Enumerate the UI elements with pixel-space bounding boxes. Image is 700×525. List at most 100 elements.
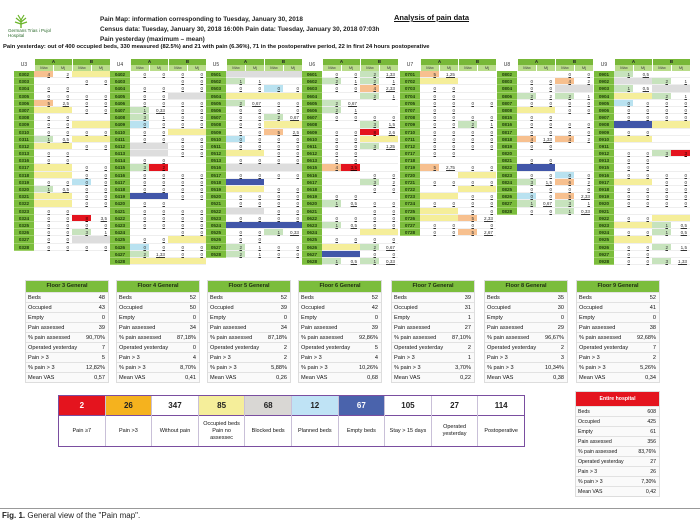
room-row[interactable]: 0817 0 0 0 0 <box>497 128 593 136</box>
bed-a-mean[interactable]: 0 <box>149 136 168 143</box>
analysis-link[interactable]: Analysis of pain data <box>394 13 470 22</box>
bed-b-mean[interactable]: 1,5 <box>671 244 690 251</box>
bed-a-mean[interactable]: 0 <box>53 157 72 165</box>
bed-a-max[interactable]: 2 <box>322 99 341 107</box>
bed-b-mean[interactable]: 0 <box>187 85 206 93</box>
bed-b-max[interactable]: 0 <box>168 215 187 222</box>
room-number[interactable]: 0617 <box>302 178 322 186</box>
bed-b-mean[interactable] <box>477 85 496 93</box>
bed-a-mean[interactable] <box>341 121 360 129</box>
bed-a-mean[interactable]: 0 <box>245 200 264 208</box>
room-row[interactable]: 0718 <box>400 157 496 165</box>
bed-b-max[interactable]: 0 <box>264 193 283 201</box>
bed-a-max[interactable] <box>614 221 633 230</box>
bed-b-max[interactable]: 0 <box>168 222 187 230</box>
bed-b-mean[interactable] <box>671 85 690 93</box>
bed-a-mean[interactable] <box>341 229 360 237</box>
bed-a-max[interactable]: 0 <box>614 172 633 179</box>
bed-a-mean[interactable] <box>536 106 555 115</box>
room-row[interactable]: 0727 0 0 0 0 <box>400 221 496 230</box>
bed-b-mean[interactable] <box>574 157 593 165</box>
bed-b-max[interactable]: 5 <box>555 193 574 201</box>
room-row[interactable]: 0916 0 0 0 0 <box>594 171 690 179</box>
room-row[interactable]: 0320 1 0,5 0 0 <box>14 186 110 194</box>
bed-a-mean[interactable]: 2 <box>53 71 72 79</box>
room-row[interactable]: 0308 0 0 <box>14 114 110 122</box>
bed-b-max[interactable] <box>555 114 574 122</box>
room-row[interactable]: 0306 5 2,5 0 0 <box>14 99 110 107</box>
bed-b-mean[interactable] <box>477 107 496 115</box>
bed-a-mean[interactable]: 0 <box>341 193 360 201</box>
room-row[interactable]: 0711 0 0 0 0 <box>400 135 496 143</box>
bed-a-mean[interactable] <box>439 207 458 215</box>
bed-b-mean[interactable] <box>379 164 398 172</box>
bed-a-mean[interactable]: 0 <box>439 100 458 107</box>
bed-b-mean[interactable]: 1,33 <box>379 71 398 79</box>
room-number[interactable]: 0524 <box>206 221 226 230</box>
bed-a-mean[interactable]: 0 <box>439 136 458 143</box>
bed-a-max[interactable] <box>322 186 341 194</box>
bed-b-mean[interactable]: 0 <box>379 200 398 208</box>
bed-b-mean[interactable]: 0,67 <box>379 244 398 251</box>
bed-a-max[interactable]: 0 <box>614 186 633 194</box>
bed-a-max[interactable] <box>322 229 341 237</box>
room-row[interactable]: 0502 1 1 <box>206 78 302 86</box>
room-number[interactable]: 0522 <box>206 207 226 215</box>
bed-a-max[interactable]: 0 <box>420 93 439 100</box>
bed-a-mean[interactable]: 0 <box>536 129 555 136</box>
bed-b-max[interactable]: 1 <box>652 229 671 237</box>
bed-a-max[interactable]: 0 <box>614 200 633 208</box>
room-row[interactable]: 0926 0 0 2 1,5 <box>594 243 690 251</box>
bed-a-mean[interactable]: 0 <box>245 236 264 244</box>
room-number[interactable]: 0316 <box>14 157 34 165</box>
bed-b-max[interactable]: 2 <box>360 92 379 100</box>
room-number[interactable]: 0302 <box>14 71 34 79</box>
bed-a-mean[interactable]: 0 <box>149 179 168 186</box>
bed-b-mean[interactable] <box>91 236 110 244</box>
room-number[interactable]: 0318 <box>14 171 34 179</box>
bed-a-max[interactable]: 0 <box>226 157 245 165</box>
bed-a-mean[interactable]: 0,67 <box>341 100 360 107</box>
room-row[interactable]: 0820 <box>497 150 593 158</box>
bed-b-mean[interactable]: 0 <box>91 200 110 208</box>
room-number[interactable]: 0710 <box>400 128 420 136</box>
bed-b-max[interactable] <box>72 85 91 93</box>
bed-b-mean[interactable] <box>379 100 398 107</box>
bed-b-max[interactable] <box>555 85 574 93</box>
room-row[interactable]: 0305 0 0 0 0 <box>14 92 110 100</box>
bed-b-mean[interactable]: 1 <box>671 93 690 100</box>
bed-a-mean[interactable]: 1,25 <box>439 71 458 79</box>
room-row[interactable]: 0909 0 0 <box>594 128 690 136</box>
bed-b-mean[interactable]: 0 <box>477 100 496 107</box>
room-row[interactable]: 0617 3 2 <box>302 178 398 186</box>
room-number[interactable]: 0806 <box>497 92 517 100</box>
room-row[interactable]: 0705 0 0 0 0 <box>400 99 496 107</box>
bed-b-mean[interactable] <box>671 208 690 215</box>
bed-a-mean[interactable]: 0 <box>53 150 72 158</box>
bed-a-mean[interactable] <box>341 179 360 186</box>
bed-b-mean[interactable]: 0 <box>379 186 398 194</box>
room-row[interactable]: 0406 0 0 0 0 <box>110 99 206 107</box>
bed-b-max[interactable]: 8 <box>360 128 379 136</box>
room-number[interactable]: 0721 <box>400 178 420 186</box>
bed-b-mean[interactable] <box>671 251 690 258</box>
room-number[interactable]: 0624 <box>302 229 322 237</box>
room-number[interactable]: 0613 <box>302 157 322 165</box>
room-number[interactable]: 0611 <box>302 142 322 151</box>
bed-a-mean[interactable] <box>149 193 168 201</box>
bed-b-max[interactable]: 0 <box>360 186 379 194</box>
bed-b-max[interactable]: 0 <box>652 114 671 122</box>
room-number[interactable]: 0704 <box>400 92 420 100</box>
bed-a-mean[interactable]: 0 <box>245 193 264 201</box>
room-number[interactable]: 0916 <box>594 171 614 179</box>
room-number[interactable]: 0826 <box>497 193 517 201</box>
bed-a-mean[interactable]: 0 <box>633 215 652 222</box>
room-number[interactable]: 0320 <box>14 186 34 194</box>
bed-b-max[interactable] <box>652 214 671 222</box>
room-number[interactable]: 0509 <box>206 128 226 136</box>
bed-b-max[interactable]: 0 <box>72 93 91 100</box>
bed-b-max[interactable] <box>652 143 671 151</box>
bed-b-max[interactable] <box>168 92 187 100</box>
bed-b-max[interactable] <box>264 78 283 86</box>
room-row[interactable]: 0925 <box>594 236 690 244</box>
